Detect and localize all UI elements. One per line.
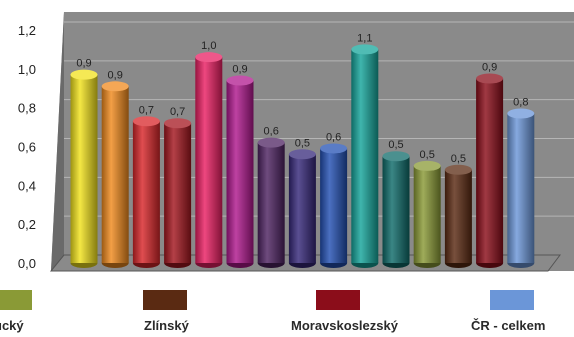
bar <box>257 137 285 268</box>
legend-swatch <box>0 290 32 310</box>
legend-label: ČR - celkem <box>471 318 546 333</box>
plot-left-wall <box>51 12 64 271</box>
legend-item: ucký <box>0 290 574 336</box>
data-label: 0,8 <box>513 96 528 108</box>
bar <box>507 108 535 268</box>
bar <box>288 149 316 268</box>
legend-item: Zlínský <box>0 290 574 336</box>
data-label: 0,7 <box>139 104 154 116</box>
data-label: 0,9 <box>76 58 91 70</box>
data-label: 0,5 <box>388 139 403 151</box>
data-label: 0,9 <box>482 62 497 74</box>
data-label: 1,0 <box>201 40 216 52</box>
bars <box>70 44 535 268</box>
data-label: 0,5 <box>295 137 310 149</box>
y-tick-label: 0,4 <box>18 178 36 193</box>
bar <box>382 151 410 268</box>
data-label: 0,5 <box>451 153 466 165</box>
data-label: 1,1 <box>357 32 372 44</box>
legend-swatch <box>490 290 534 310</box>
y-tick-label: 0,0 <box>18 256 36 271</box>
data-label: 0,9 <box>232 63 247 75</box>
y-tick-label: 0,6 <box>18 140 36 155</box>
bar <box>413 160 441 268</box>
bar <box>195 52 223 268</box>
bar <box>164 118 192 268</box>
legend-label: ucký <box>0 318 24 333</box>
legend-swatch <box>316 290 360 310</box>
bar <box>226 75 254 268</box>
bar <box>101 81 129 268</box>
legend-label: Moravskoslezský <box>291 318 398 333</box>
data-label: 0,9 <box>108 69 123 81</box>
bar <box>351 44 379 268</box>
bar <box>320 143 348 268</box>
data-label: 0,7 <box>170 106 185 118</box>
bar <box>70 69 98 268</box>
y-tick-label: 1,0 <box>18 62 36 77</box>
data-label: 0,6 <box>264 126 279 138</box>
y-tick-label: 1,2 <box>18 23 36 38</box>
data-labels: 0,9 0,9 0,7 0,7 1,0 0,9 0,6 0,5 0,6 1,1 0,5 0,5 0,5 0… <box>76 32 528 164</box>
y-axis-tick-labels: 0,0 0,2 0,4 0,6 0,8 1,0 1,2 <box>18 23 36 271</box>
y-tick-label: 0,8 <box>18 101 36 116</box>
bar <box>132 116 160 268</box>
legend-item: ČR - celkem <box>0 290 574 336</box>
data-label: 0,5 <box>420 149 435 161</box>
bar <box>444 164 472 268</box>
y-tick-label: 0,2 <box>18 217 36 232</box>
legend-item: Moravskoslezský <box>0 290 574 336</box>
legend-swatch <box>143 290 187 310</box>
bar <box>476 73 504 268</box>
data-label: 0,6 <box>326 131 341 143</box>
legend-label: Zlínský <box>144 318 189 333</box>
